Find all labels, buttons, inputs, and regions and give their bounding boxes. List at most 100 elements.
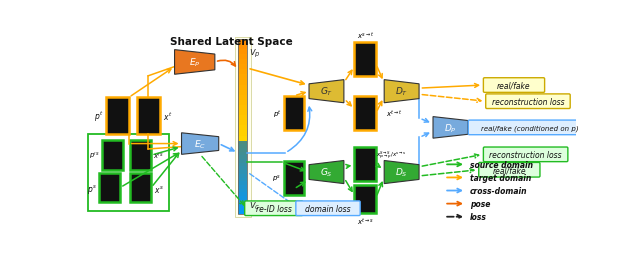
Polygon shape <box>309 161 344 184</box>
Text: re-ID loss: re-ID loss <box>256 204 292 213</box>
Polygon shape <box>384 80 419 103</box>
Text: $v_p$: $v_p$ <box>249 47 260 60</box>
Bar <box>239 131 247 136</box>
Bar <box>239 75 247 80</box>
Bar <box>355 43 376 76</box>
Text: real/fake (conditioned on p): real/fake (conditioned on p) <box>481 125 579 131</box>
Polygon shape <box>175 51 215 75</box>
Text: $p^s$: $p^s$ <box>87 183 97 196</box>
FancyBboxPatch shape <box>483 78 545 93</box>
Bar <box>239 70 247 75</box>
Bar <box>239 170 247 174</box>
Bar <box>239 101 247 106</box>
Bar <box>239 80 247 85</box>
Text: target domain: target domain <box>470 173 531 182</box>
Bar <box>239 211 247 215</box>
Bar <box>99 173 120 202</box>
Text: $G_S$: $G_S$ <box>320 166 333 179</box>
Bar <box>239 136 247 141</box>
Text: $E_C$: $E_C$ <box>194 138 206 150</box>
Bar <box>239 156 247 160</box>
Text: pose: pose <box>470 199 490 208</box>
Bar <box>239 141 247 145</box>
Text: $x^{s\to t}$: $x^{s\to t}$ <box>356 29 374 40</box>
Text: reconstruction loss: reconstruction loss <box>492 97 564 106</box>
Bar <box>239 203 247 207</box>
Bar <box>239 178 247 182</box>
Bar <box>235 37 251 217</box>
Bar <box>239 182 247 185</box>
Text: $G_T$: $G_T$ <box>320 86 333 98</box>
Bar <box>106 98 129 135</box>
Text: $E_P$: $E_P$ <box>189 56 200 69</box>
Text: $p^t$: $p^t$ <box>93 109 103 123</box>
Bar <box>130 173 151 202</box>
Text: $x'^s$: $x'^s$ <box>153 151 164 161</box>
Bar <box>239 167 247 170</box>
Bar <box>239 106 247 111</box>
Text: $D_P$: $D_P$ <box>444 122 457 134</box>
Bar <box>239 174 247 178</box>
Bar <box>239 40 247 45</box>
Text: $p^t$: $p^t$ <box>273 107 282 119</box>
Bar <box>239 55 247 60</box>
Text: $x^{t\to s}$: $x^{t\to s}$ <box>356 215 374 226</box>
Bar <box>239 121 247 126</box>
Bar <box>239 189 247 193</box>
Bar <box>239 45 247 50</box>
Bar <box>239 90 247 96</box>
FancyBboxPatch shape <box>486 94 570 109</box>
Bar <box>239 85 247 90</box>
Bar <box>355 185 376 213</box>
FancyBboxPatch shape <box>483 147 568 162</box>
Bar <box>239 111 247 116</box>
Text: real/fake: real/fake <box>493 166 526 174</box>
Bar <box>130 141 151 170</box>
Text: real/fake: real/fake <box>497 81 531 90</box>
Bar <box>239 145 247 148</box>
Text: $x^{t\to t}$: $x^{t\to t}$ <box>386 108 403 119</box>
Bar <box>239 200 247 203</box>
FancyBboxPatch shape <box>479 163 540 177</box>
FancyBboxPatch shape <box>296 201 360 216</box>
Bar <box>239 148 247 152</box>
FancyBboxPatch shape <box>244 201 303 216</box>
Bar <box>239 60 247 65</box>
Bar <box>355 97 376 130</box>
Text: loss: loss <box>470 212 486 221</box>
Bar <box>239 126 247 131</box>
Text: cross-domain: cross-domain <box>470 186 527 195</box>
Text: source domain: source domain <box>470 160 533 169</box>
Polygon shape <box>309 80 344 103</box>
Bar <box>284 162 304 195</box>
Bar <box>239 193 247 196</box>
Text: $x^s$: $x^s$ <box>154 184 163 195</box>
Polygon shape <box>433 117 468 139</box>
Bar <box>239 96 247 101</box>
Bar <box>239 40 247 215</box>
Bar <box>239 65 247 70</box>
Text: $p'^s$: $p'^s$ <box>90 150 100 161</box>
Bar <box>239 196 247 200</box>
Bar <box>102 141 123 170</box>
Bar <box>88 134 169 211</box>
Bar <box>239 116 247 121</box>
Text: $p^s$: $p^s$ <box>272 173 282 184</box>
Bar <box>239 185 247 189</box>
Bar <box>239 163 247 167</box>
Text: $D_T$: $D_T$ <box>395 86 408 98</box>
Text: reconstruction loss: reconstruction loss <box>490 150 562 159</box>
Text: $D_S$: $D_S$ <box>396 166 408 179</box>
Polygon shape <box>182 133 219 155</box>
Polygon shape <box>384 161 419 184</box>
Bar <box>136 98 160 135</box>
Bar <box>239 207 247 211</box>
Bar <box>239 160 247 163</box>
Text: $v_c$: $v_c$ <box>249 199 260 211</box>
Text: $x^{S\to S}_{p\prime\to p}/x^{s\to s}$: $x^{S\to S}_{p\prime\to p}/x^{s\to s}$ <box>376 149 406 162</box>
Text: $x^t$: $x^t$ <box>163 110 172 123</box>
FancyBboxPatch shape <box>468 121 591 135</box>
Bar <box>284 97 304 130</box>
Bar <box>355 148 376 182</box>
Bar <box>239 152 247 156</box>
